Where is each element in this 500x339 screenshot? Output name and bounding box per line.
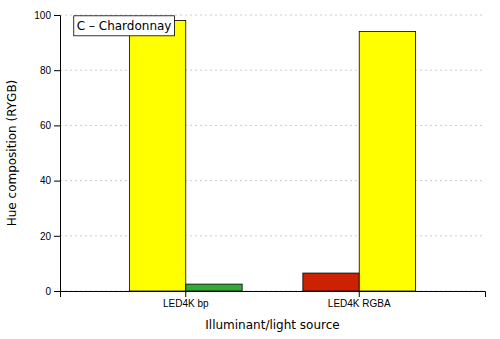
tick-mark (185, 291, 186, 297)
tick: 60 (40, 120, 60, 131)
tick-label: LED4K RGBA (328, 298, 391, 309)
tick: 40 (40, 175, 60, 186)
grid (60, 15, 485, 291)
tick-label: 80 (40, 65, 52, 76)
axis-line (54, 16, 61, 292)
tick-label: 40 (40, 175, 52, 186)
bar (303, 273, 359, 291)
tick: 0 (45, 286, 60, 297)
tick-mark (54, 181, 60, 182)
tick-mark (54, 15, 60, 16)
tick-label: 0 (45, 286, 51, 297)
y-axis: 0 20 40 60 80 100 (34, 10, 60, 297)
annotation-text: C – Chardonnay (77, 19, 172, 33)
bars (129, 21, 415, 291)
grid-line (60, 15, 485, 16)
tick-label: 60 (40, 120, 52, 131)
plot: 0 20 40 60 80 100 LED4K bp LED4K RGBA C – Chardo… (34, 10, 485, 309)
tick-mark (54, 70, 60, 71)
annotation-box (74, 16, 175, 36)
tick-label: LED4K bp (163, 298, 209, 309)
tick: 100 (34, 10, 60, 21)
grid-line (60, 70, 485, 71)
tick-mark (359, 291, 360, 297)
x-axis: LED4K bp LED4K RGBA (61, 291, 486, 309)
tick-mark (54, 125, 60, 126)
axis-line (61, 292, 486, 298)
grid-line (60, 235, 485, 236)
x-axis-title: Illuminant/light source (205, 318, 339, 332)
tick-label: 20 (40, 231, 52, 242)
tick: LED4K RGBA (328, 291, 391, 309)
y-axis-title: Hue composition (RYGB) (5, 80, 19, 227)
tick: 80 (40, 65, 60, 76)
bar (186, 284, 242, 291)
tick: 20 (40, 231, 60, 242)
tick-mark (54, 236, 60, 237)
chart: 0 20 40 60 80 100 LED4K bp LED4K RGBA C – Chardo… (0, 0, 500, 339)
tick-label: 100 (34, 10, 51, 21)
tick-mark (54, 291, 60, 292)
grid-line (60, 125, 485, 126)
bar (129, 21, 185, 291)
grid-line (60, 180, 485, 181)
annotation: C – Chardonnay (74, 16, 175, 36)
tick: LED4K bp (163, 291, 209, 309)
bar (359, 32, 415, 291)
